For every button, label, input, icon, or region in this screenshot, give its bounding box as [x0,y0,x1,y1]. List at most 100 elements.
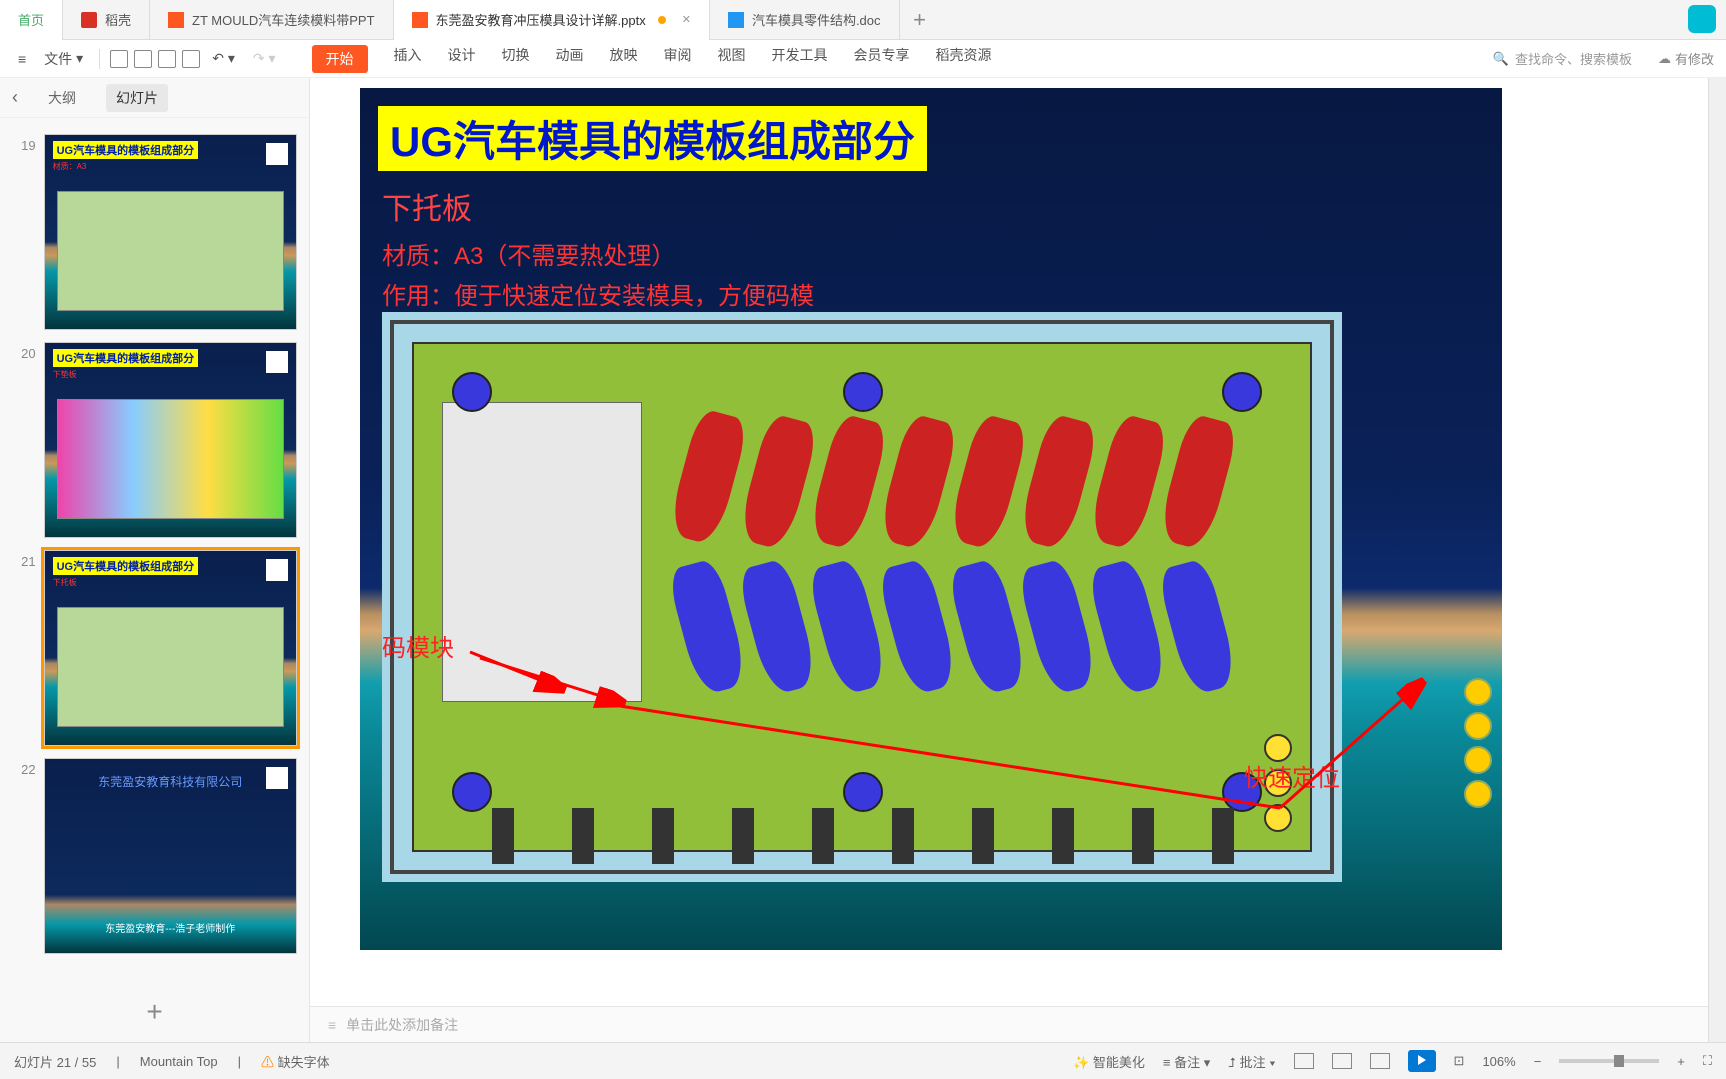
search-placeholder: 查找命令、搜索模板 [1515,49,1632,68]
mini-logo [266,351,288,373]
thumb-row: 22 东莞盈安教育科技有限公司 东莞盈安教育---浩子老师制作 [0,752,309,960]
ribbon-review[interactable]: 审阅 [664,45,692,73]
side-circles [1464,678,1492,808]
slide-number: 21 [12,550,36,569]
modified-indicator[interactable]: ☁ 有修改 [1658,49,1714,68]
slide-subtitle: 下托板 [382,184,472,228]
search-box[interactable]: 🔍 查找命令、搜索模板 [1493,49,1632,68]
canvas[interactable]: UG汽车模具的模板组成部分 下托板 材质：A3（不需要热处理） 作用：便于快速定… [310,78,1708,1006]
undo-button[interactable]: ↶ ▾ [206,46,241,71]
outline-tab[interactable]: 大纲 [38,84,86,112]
redo-button[interactable]: ↷ ▾ [247,46,282,71]
zoom-value[interactable]: 106% [1482,1054,1515,1069]
notes-toggle[interactable]: ≡ 备注 ▾ [1163,1052,1210,1071]
theme-name[interactable]: Mountain Top [140,1054,218,1069]
fullscreen-icon[interactable]: ⛶ [1703,1053,1712,1069]
ribbon-start[interactable]: 开始 [312,45,368,73]
slide-counter: 幻灯片 21 / 55 [14,1052,96,1071]
tab-label: 首页 [18,10,44,29]
add-slide-button[interactable]: + [0,982,309,1042]
ppt-icon [168,12,184,28]
view-reading-icon[interactable] [1370,1053,1390,1069]
tab-ztmould[interactable]: ZT MOULD汽车连续模料带PPT [150,0,394,40]
save-icon[interactable] [110,50,128,68]
mini-title: UG汽车模具的模板组成部分 [53,557,199,575]
ribbon-tabs: 开始 插入 设计 切换 动画 放映 审阅 视图 开发工具 会员专享 稻壳资源 [312,45,992,73]
zoom-fit-icon[interactable]: ⊡ [1454,1053,1465,1069]
slide-content[interactable]: UG汽车模具的模板组成部分 下托板 材质：A3（不需要热处理） 作用：便于快速定… [360,88,1502,950]
slides-tab[interactable]: 幻灯片 [106,84,168,112]
file-menu[interactable]: 文件 ▾ [38,45,89,73]
zoom-slider[interactable] [1559,1059,1659,1063]
hamburger-icon[interactable]: ≡ [12,47,32,71]
new-tab-button[interactable]: + [900,7,940,33]
ribbon-show[interactable]: 放映 [610,45,638,73]
separator: | [238,1054,241,1069]
ribbon-res[interactable]: 稻壳资源 [936,45,992,73]
tab-doc[interactable]: 汽车模具零件结构.doc [710,0,900,40]
document-tabs: 首页 稻壳 ZT MOULD汽车连续模料带PPT 东莞盈安教育冲压模具设计详解.… [0,0,1726,40]
mini-text: 下垫板 [53,369,77,380]
annotation-block: 码模块 [382,628,454,663]
missing-font-warn[interactable]: ⚠ 缺失字体 [261,1052,330,1071]
zoom-out-button[interactable]: − [1534,1054,1542,1069]
thumbnail-19[interactable]: UG汽车模具的模板组成部分 材质：A3 [44,134,297,330]
ribbon-anim[interactable]: 动画 [556,45,584,73]
tab-label: 稻壳 [105,10,131,29]
mini-title: UG汽车模具的模板组成部分 [53,349,199,367]
ribbon-switch[interactable]: 切换 [502,45,530,73]
cad-shapes [682,412,1282,732]
thumbnail-21[interactable]: UG汽车模具的模板组成部分 下托板 [44,550,297,746]
tab-label: ZT MOULD汽车连续模料带PPT [192,10,375,29]
thumb-row: 19 UG汽车模具的模板组成部分 材质：A3 [0,128,309,336]
slide-number: 20 [12,342,36,361]
tab-daoke[interactable]: 稻壳 [63,0,150,40]
cad-diagram [382,312,1342,882]
cloud-icon: ☁ [1658,51,1671,67]
annotation-fast: 快速定位 [1244,758,1340,793]
search-icon: 🔍 [1493,51,1509,67]
beautify-button[interactable]: ✨ 智能美化 [1073,1052,1145,1071]
saveas-icon[interactable] [134,50,152,68]
thumbnail-22[interactable]: 东莞盈安教育科技有限公司 东莞盈安教育---浩子老师制作 [44,758,297,954]
comments-toggle[interactable]: ⮥ 批注 ▾ [1228,1052,1275,1071]
tab-current-pptx[interactable]: 东莞盈安教育冲压模具设计详解.pptx ✕ [394,0,710,40]
notes-icon: ≡ [328,1017,336,1033]
tab-label: 东莞盈安教育冲压模具设计详解.pptx [436,10,646,29]
mini-title: UG汽车模具的模板组成部分 [53,141,199,159]
tab-home[interactable]: 首页 [0,0,63,40]
ribbon-design[interactable]: 设计 [448,45,476,73]
mini-image [57,607,284,727]
slide-line2: 作用：便于快速定位安装模具，方便码模 [382,276,814,311]
editor-area: UG汽车模具的模板组成部分 下托板 材质：A3（不需要热处理） 作用：便于快速定… [310,78,1708,1042]
app-icon [81,12,97,28]
tab-label: 汽车模具零件结构.doc [752,10,881,29]
view-normal-icon[interactable] [1294,1053,1314,1069]
thumb-row: 21 UG汽车模具的模板组成部分 下托板 [0,544,309,752]
zoom-in-button[interactable]: + [1677,1054,1685,1069]
close-icon[interactable]: ✕ [682,13,691,26]
thumbnail-20[interactable]: UG汽车模具的模板组成部分 下垫板 [44,342,297,538]
modified-dot [658,16,666,24]
ppt-icon [412,12,428,28]
thumbnails[interactable]: 19 UG汽车模具的模板组成部分 材质：A3 20 UG汽车模具的模板组成部分 … [0,118,309,982]
vertical-scrollbar[interactable] [1708,78,1726,1042]
mini-text: 材质：A3 [53,161,87,172]
cloud-sync-icon[interactable] [1688,5,1716,33]
ribbon-view[interactable]: 视图 [718,45,746,73]
panel-header: ‹ 大纲 幻灯片 [0,78,309,118]
status-right: ✨ 智能美化 ≡ 备注 ▾ ⮥ 批注 ▾ ⊡ 106% − + ⛶ [1073,1050,1712,1072]
status-bar: 幻灯片 21 / 55 | Mountain Top | ⚠ 缺失字体 ✨ 智能… [0,1042,1726,1079]
ribbon-dev[interactable]: 开发工具 [772,45,828,73]
notes-pane[interactable]: ≡ 单击此处添加备注 [310,1006,1708,1042]
preview-icon[interactable] [182,50,200,68]
view-sorter-icon[interactable] [1332,1053,1352,1069]
slide-number: 19 [12,134,36,153]
doc-icon [728,12,744,28]
ribbon-insert[interactable]: 插入 [394,45,422,73]
ribbon-member[interactable]: 会员专享 [854,45,910,73]
slide-number: 22 [12,758,36,777]
collapse-icon[interactable]: ‹ [12,87,18,108]
print-icon[interactable] [158,50,176,68]
slideshow-button[interactable] [1408,1050,1436,1072]
